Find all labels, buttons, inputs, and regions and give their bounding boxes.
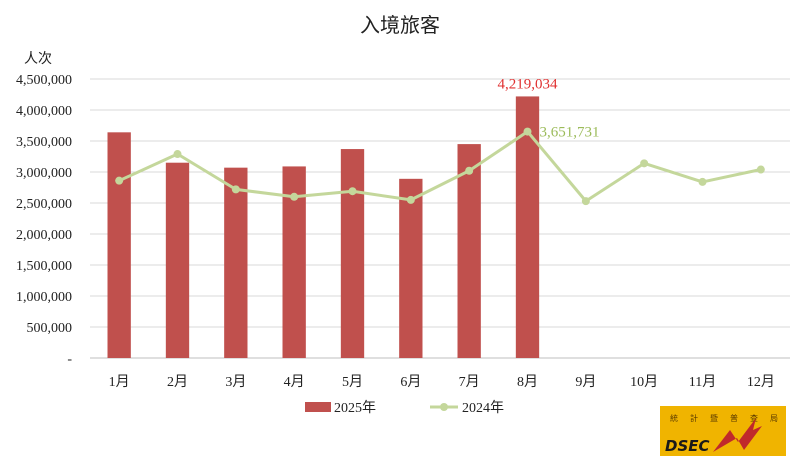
dsec-logo: 統 計 暨 普 查 局 DSEC: [660, 406, 786, 456]
x-tick-label: 4月: [284, 374, 305, 390]
chart-title: 入境旅客: [360, 13, 440, 37]
bar: [165, 162, 190, 358]
x-tick-label: 12月: [747, 374, 775, 390]
logo-zigzag-icon: [713, 418, 762, 452]
line-point: [115, 176, 124, 185]
logo-char: 局: [770, 414, 778, 423]
logo-char: 計: [690, 413, 698, 423]
legend-swatch-2025: [305, 402, 331, 412]
legend-label-2024: 2024年: [462, 400, 504, 416]
x-tick-label: 10月: [630, 374, 658, 390]
y-tick-label: 2,500,000: [16, 197, 72, 212]
y-tick-label: 3,000,000: [16, 166, 72, 181]
x-tick-label: 1月: [109, 374, 130, 390]
x-tick-label: 2月: [167, 374, 188, 390]
line-point: [290, 192, 299, 201]
y-tick-label: 500,000: [27, 321, 73, 336]
legend-label-2025: 2025年: [334, 400, 376, 416]
bar: [224, 167, 248, 358]
logo-char: 查: [750, 413, 758, 423]
bar: [515, 96, 540, 358]
legend-marker-2024: [440, 403, 448, 411]
logo-chinese-chars: 統計暨普查局: [670, 413, 778, 423]
y-tick-label: 4,500,000: [16, 73, 72, 88]
y-tick-label: 4,000,000: [16, 104, 72, 119]
line-series: [115, 127, 765, 206]
line-point: [231, 185, 240, 194]
data-label: 4,219,034: [498, 76, 559, 92]
bar: [282, 166, 306, 358]
x-tick-label: 8月: [517, 374, 538, 390]
logo-char: 統: [670, 413, 678, 423]
logo-char: 暨: [710, 414, 718, 423]
line-point: [523, 127, 532, 136]
legend: 2025年 2024年: [305, 400, 504, 416]
y-axis-label: 人次: [24, 51, 52, 67]
line-point: [640, 159, 649, 168]
x-tick-label: 9月: [575, 374, 596, 390]
x-tick-label: 5月: [342, 374, 363, 390]
line-point: [406, 195, 415, 204]
bar: [340, 149, 365, 358]
line-point: [348, 187, 357, 196]
x-tick-label: 6月: [400, 374, 421, 390]
x-tick-label: 7月: [459, 374, 480, 390]
data-labels: 4,219,034 3,651,731: [498, 76, 600, 140]
x-tick-labels: 1月 2月 3月 4月 5月 6月 7月 8月 9月 10月 11月 12月: [109, 374, 775, 390]
logo-background: [660, 406, 786, 456]
line-point: [756, 165, 765, 174]
y-tick-label: -: [67, 352, 72, 367]
y-tick-label: 1,000,000: [16, 290, 72, 305]
y-tick-label: 2,000,000: [16, 228, 72, 243]
grid-lines: [90, 78, 790, 359]
line-point: [698, 177, 707, 186]
line-point: [581, 197, 590, 206]
y-tick-label: 3,500,000: [16, 135, 72, 150]
line-point: [173, 150, 182, 159]
line-point: [465, 166, 474, 175]
x-tick-label: 3月: [225, 374, 246, 390]
bar: [457, 144, 481, 358]
x-tick-label: 11月: [689, 374, 716, 390]
y-tick-label: 1,500,000: [16, 259, 72, 274]
logo-char: 普: [730, 413, 738, 423]
y-tick-labels: - 500,000 1,000,000 1,500,000 2,000,000 2,500…: [16, 73, 72, 367]
bar: [107, 132, 131, 358]
series-line: [118, 130, 762, 203]
bar: [399, 178, 423, 358]
bar-series: [107, 96, 540, 358]
logo-text: DSEC: [665, 437, 710, 455]
data-label: 3,651,731: [540, 125, 600, 141]
